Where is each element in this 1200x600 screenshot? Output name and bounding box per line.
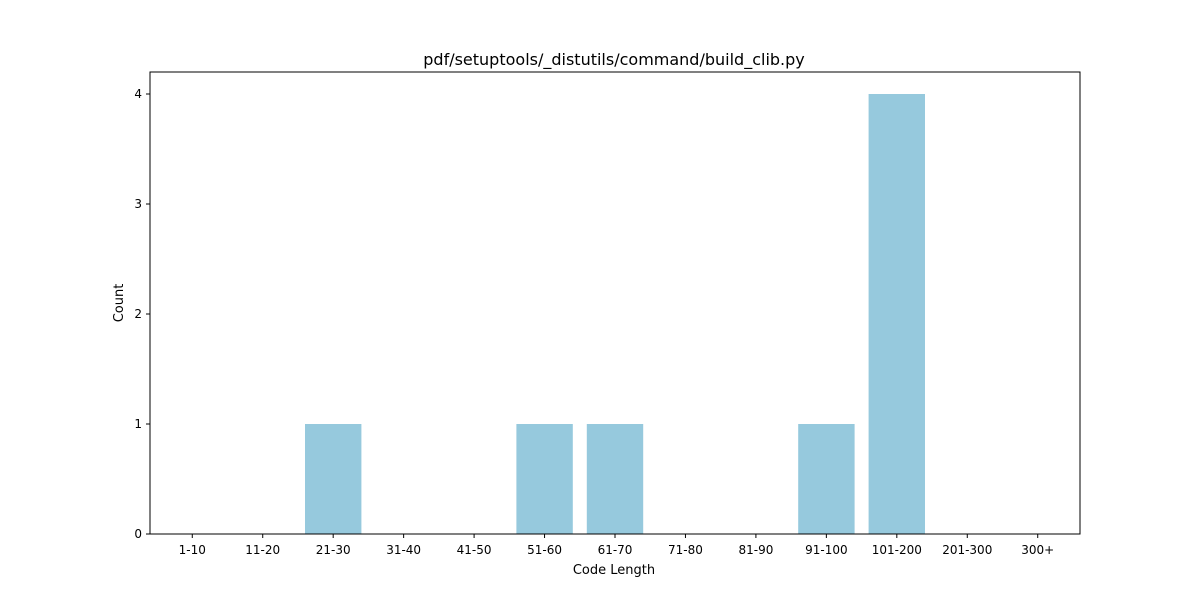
- x-axis-ticks: 1-10 11-20 21-30 31-40 41-50 51-60 61-70 71-80 8…: [179, 534, 1054, 557]
- x-tick-label: 71-80: [668, 543, 703, 557]
- x-tick-label: 41-50: [457, 543, 492, 557]
- x-tick-label: 201-300: [942, 543, 992, 557]
- x-tick-label: 51-60: [527, 543, 562, 557]
- bar-21-30: [305, 424, 362, 534]
- x-tick-label: 21-30: [316, 543, 351, 557]
- y-tick-label: 2: [134, 307, 142, 321]
- x-tick-label: 300+: [1021, 543, 1054, 557]
- y-tick-label: 3: [134, 197, 142, 211]
- bar-51-60: [516, 424, 573, 534]
- bar-91-100: [798, 424, 855, 534]
- x-tick-label: 91-100: [805, 543, 848, 557]
- x-tick-label: 61-70: [598, 543, 633, 557]
- y-axis-label: Count: [112, 284, 127, 323]
- x-tick-label: 81-90: [738, 543, 773, 557]
- y-tick-label: 1: [134, 417, 142, 431]
- x-tick-label: 11-20: [245, 543, 280, 557]
- x-tick-label: 1-10: [179, 543, 206, 557]
- bars-group: [305, 94, 925, 534]
- y-axis-ticks: 0 1 2 3 4: [134, 87, 150, 541]
- x-tick-label: 31-40: [386, 543, 421, 557]
- y-tick-label: 0: [134, 527, 142, 541]
- bar-101-200: [868, 94, 925, 534]
- chart-title: pdf/setuptools/_distutils/command/build_…: [423, 50, 805, 70]
- x-tick-label: 101-200: [872, 543, 922, 557]
- bar-61-70: [586, 424, 644, 534]
- y-tick-label: 4: [134, 87, 142, 101]
- x-axis-label: Code Length: [573, 563, 655, 578]
